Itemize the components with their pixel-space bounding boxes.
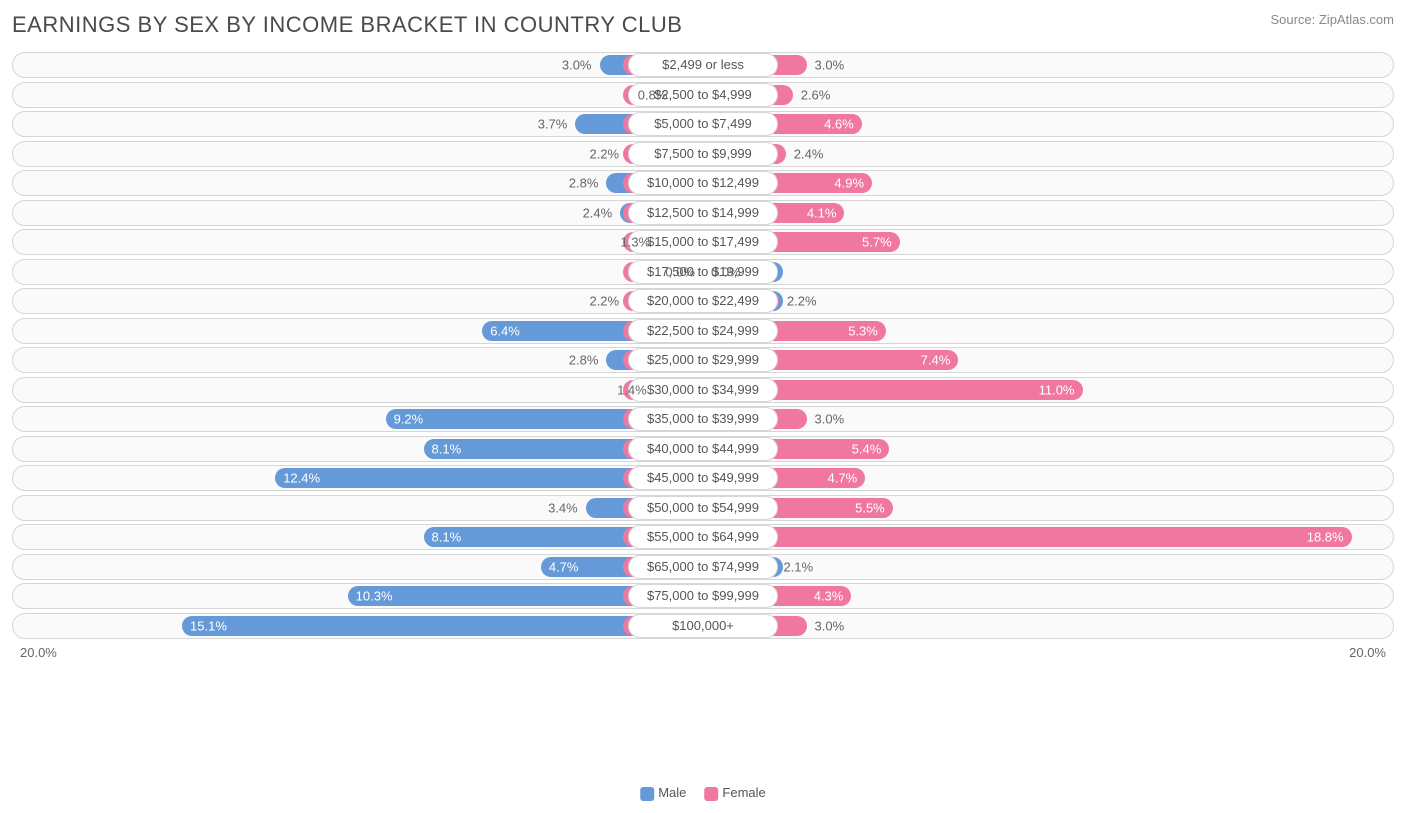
male-value: 3.4% xyxy=(548,500,578,515)
source-label: Source: xyxy=(1270,12,1318,27)
female-value: 5.3% xyxy=(848,323,878,338)
bracket-label: $12,500 to $14,999 xyxy=(628,201,778,225)
bracket-label: $30,000 to $34,999 xyxy=(628,378,778,402)
male-value: 6.4% xyxy=(490,323,520,338)
bracket-label: $40,000 to $44,999 xyxy=(628,437,778,461)
legend-label-male: Male xyxy=(658,785,686,800)
axis-right-max: 20.0% xyxy=(1349,645,1386,660)
female-value: 5.7% xyxy=(862,235,892,250)
chart-row: $20,000 to $22,499 2.2% 2.2% xyxy=(12,288,1394,314)
bracket-label: $50,000 to $54,999 xyxy=(628,496,778,520)
male-value: 2.8% xyxy=(569,353,599,368)
female-value: 4.7% xyxy=(828,471,858,486)
female-value: 2.2% xyxy=(787,294,817,309)
female-swatch-icon xyxy=(704,787,718,801)
female-value: 11.0% xyxy=(1039,382,1075,397)
male-value: 10.3% xyxy=(356,589,393,604)
x-axis: 20.0% 20.0% xyxy=(12,645,1394,660)
male-value: 2.4% xyxy=(583,205,613,220)
bracket-label: $25,000 to $29,999 xyxy=(628,348,778,372)
female-value: 5.5% xyxy=(855,500,885,515)
male-value: 15.1% xyxy=(190,618,227,633)
chart-row: $2,500 to $4,9990.8%2.6% xyxy=(12,82,1394,108)
source-name: ZipAtlas.com xyxy=(1319,12,1394,27)
chart-row: $5,000 to $7,499 3.7% 4.6% xyxy=(12,111,1394,137)
male-value: 12.4% xyxy=(283,471,320,486)
female-value: 2.1% xyxy=(783,559,813,574)
bracket-label: $100,000+ xyxy=(628,614,778,638)
chart-row: $15,000 to $17,4991.3%5.7% xyxy=(12,229,1394,255)
male-value: 8.1% xyxy=(432,530,462,545)
female-value: 3.0% xyxy=(815,618,845,633)
male-value: 2.2% xyxy=(589,294,619,309)
bracket-label: $10,000 to $12,499 xyxy=(628,171,778,195)
female-value: 4.1% xyxy=(807,205,837,220)
chart-row: $25,000 to $29,999 2.8% 7.4% xyxy=(12,347,1394,373)
female-value: 4.3% xyxy=(814,589,844,604)
legend-item-female: Female xyxy=(704,785,765,801)
male-value: 3.7% xyxy=(538,117,568,132)
chart-row: $75,000 to $99,999 10.3% 4.3% xyxy=(12,583,1394,609)
bracket-label: $17,500 to $19,999 xyxy=(628,260,778,284)
legend-label-female: Female xyxy=(722,785,765,800)
chart-row: $55,000 to $64,999 8.1% 18.8% xyxy=(12,524,1394,550)
bracket-label: $7,500 to $9,999 xyxy=(628,142,778,166)
chart-row: $45,000 to $49,999 12.4% 4.7% xyxy=(12,465,1394,491)
chart-row: $100,000+ 15.1% 3.0% xyxy=(12,613,1394,639)
chart-row: $65,000 to $74,999 4.7% 2.1% xyxy=(12,554,1394,580)
female-value: 5.4% xyxy=(852,441,882,456)
male-value: 9.2% xyxy=(394,412,424,427)
chart-row: $50,000 to $54,999 3.4% 5.5% xyxy=(12,495,1394,521)
legend: Male Female xyxy=(640,785,766,801)
bracket-label: $22,500 to $24,999 xyxy=(628,319,778,343)
bracket-label: $2,499 or less xyxy=(628,53,778,77)
chart-row: $7,500 to $9,999 2.2% 2.4% xyxy=(12,141,1394,167)
male-value: 8.1% xyxy=(432,441,462,456)
male-value: 2.8% xyxy=(569,176,599,191)
axis-left-max: 20.0% xyxy=(20,645,57,660)
bracket-label: $45,000 to $49,999 xyxy=(628,466,778,490)
chart-title: EARNINGS BY SEX BY INCOME BRACKET IN COU… xyxy=(12,12,682,38)
male-value: 1.4% xyxy=(617,382,647,397)
bracket-label: $35,000 to $39,999 xyxy=(628,407,778,431)
female-value: 4.6% xyxy=(824,117,854,132)
male-value: 1.3% xyxy=(621,235,651,250)
male-value: 2.2% xyxy=(589,146,619,161)
chart-row: $17,500 to $19,9990.0% 0.0% xyxy=(12,259,1394,285)
diverging-bar-chart: $2,499 or less3.0%3.0%$2,500 to $4,9990.… xyxy=(12,52,1394,639)
female-value: 3.0% xyxy=(815,58,845,73)
female-value: 0.0% xyxy=(711,264,741,279)
male-value: 3.0% xyxy=(562,58,592,73)
bracket-label: $65,000 to $74,999 xyxy=(628,555,778,579)
female-value: 2.4% xyxy=(794,146,824,161)
female-value: 4.9% xyxy=(834,176,864,191)
male-swatch-icon xyxy=(640,787,654,801)
chart-row: $22,500 to $24,999 6.4% 5.3% xyxy=(12,318,1394,344)
chart-row: $12,500 to $14,999 2.4% 4.1% xyxy=(12,200,1394,226)
female-value: 2.6% xyxy=(801,87,831,102)
male-value: 4.7% xyxy=(549,559,579,574)
male-value: 0.0% xyxy=(665,264,695,279)
chart-row: $40,000 to $44,999 8.1% 5.4% xyxy=(12,436,1394,462)
bracket-label: $75,000 to $99,999 xyxy=(628,584,778,608)
bracket-label: $5,000 to $7,499 xyxy=(628,112,778,136)
female-value: 3.0% xyxy=(815,412,845,427)
female-value: 7.4% xyxy=(921,353,951,368)
chart-row: $2,499 or less 3.0% 3.0% xyxy=(12,52,1394,78)
source-attribution: Source: ZipAtlas.com xyxy=(1270,12,1394,27)
bracket-label: $55,000 to $64,999 xyxy=(628,525,778,549)
bracket-label: $20,000 to $22,499 xyxy=(628,289,778,313)
chart-row: $30,000 to $34,9991.4% 11.0% xyxy=(12,377,1394,403)
male-value: 0.8% xyxy=(638,87,668,102)
chart-row: $10,000 to $12,499 2.8% 4.9% xyxy=(12,170,1394,196)
chart-row: $35,000 to $39,999 9.2% 3.0% xyxy=(12,406,1394,432)
female-value: 18.8% xyxy=(1307,530,1344,545)
legend-item-male: Male xyxy=(640,785,686,801)
